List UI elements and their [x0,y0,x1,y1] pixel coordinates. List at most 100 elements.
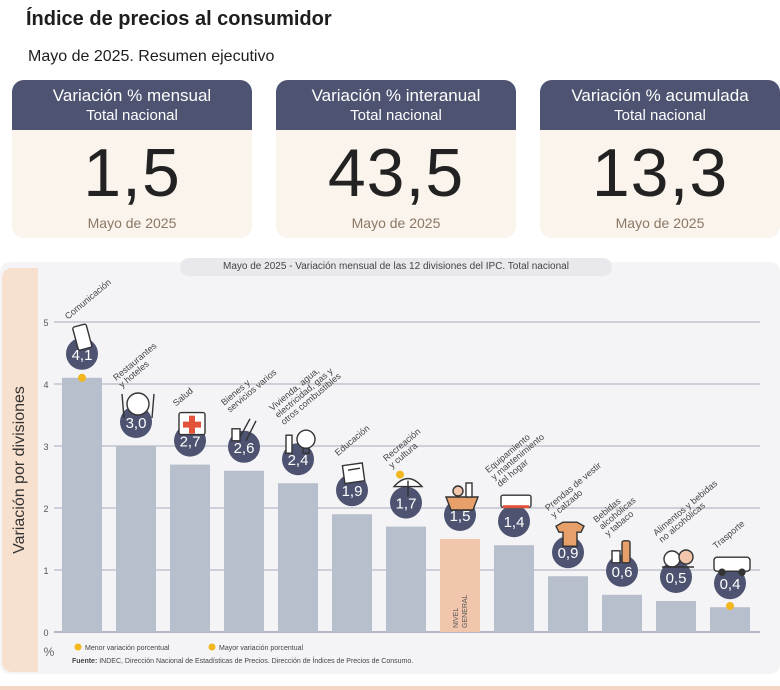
card-body: 13,3 Mayo de 2025 [540,130,780,238]
category-label: Bebidasalcohólicasy tabaco [591,488,643,538]
data-label: 0,5 [666,570,687,587]
card-header: Variación % interanual Total nacional [276,80,516,130]
lightbulb-icon-part [302,447,310,454]
category-label: Trasporte [711,519,747,551]
category-label: Comunicación [63,277,113,321]
clothes-icon [552,521,585,569]
bus-icon [713,556,751,600]
value-badge [660,561,692,593]
y-unit-label: % [44,645,55,659]
card-title: Variación % interanual [311,86,481,105]
y-tick-label: 2 [43,504,48,514]
y-tick-label: 1 [43,566,48,576]
card-period: Mayo de 2025 [351,215,441,231]
data-label: 2,4 [288,452,309,469]
category-label-line: Trasporte [711,519,747,551]
y-tick-label: 5 [43,318,48,328]
card-yearly: Variación % interanual Total nacional 43… [276,80,516,238]
category-label: Equipamientoy mantenimientodel hogar [483,425,552,489]
legend-max-label: Mayor variación porcentual [219,645,303,652]
groceries-icon-part [678,549,694,565]
card-period: Mayo de 2025 [615,215,705,231]
bar [656,601,696,632]
chart-side-band [2,268,38,672]
dining-icon [120,392,155,438]
bottles-icon-part [621,540,631,564]
data-label: 4,1 [72,347,93,364]
bar [440,539,480,632]
clothes-icon-part [555,521,585,547]
min-marker [726,602,734,610]
bar [170,464,210,632]
data-label: 3,0 [126,415,147,432]
legend-min-dot [74,643,82,651]
appliance-part [503,505,529,509]
data-label: 0,9 [558,545,579,562]
basket-icon [444,482,480,531]
card-value: 1,5 [83,135,181,211]
data-label: 2,7 [180,434,201,451]
phone-icon [66,323,98,370]
source-label: Fuente: [72,658,99,665]
bar [494,545,534,632]
page-title: Índice de precios al consumidor [26,8,332,30]
bus-icon-part [718,568,726,576]
basket-icon-part [452,485,464,497]
data-label: 2,6 [234,440,255,457]
general-level-line: GENERAL [462,594,469,628]
bar [710,607,750,632]
max-marker [78,373,86,382]
bottles-icon [606,540,638,587]
card-value: 43,5 [327,135,465,211]
dining-icon-part [126,392,150,416]
beach-icon [390,470,424,519]
tools-icon [228,418,260,463]
data-label: 0,6 [612,564,633,581]
dining-icon-part [121,393,125,419]
health-cross-icon [174,411,206,457]
books-icon-part [341,462,366,485]
data-label: 1,5 [450,508,471,525]
source-note: Fuente: INDEC, Dirección Nacional de Est… [72,656,413,665]
card-scope: Total nacional [614,107,706,124]
bar [386,526,426,632]
card-body: 1,5 Mayo de 2025 [12,130,252,238]
data-label: 0,4 [720,576,741,593]
category-label: Recreacióny cultura [381,426,428,470]
category-label: Alimentos y bebidasno alcohólicas [651,478,725,545]
card-header: Variación % mensual Total nacional [12,80,252,130]
bar [62,377,102,632]
general-level-line: NIVEL [453,608,460,628]
basket-icon-part [465,482,473,498]
value-badge [498,505,530,538]
card-header: Variación % acumulada Total nacional [540,80,780,130]
bus-icon-part [713,556,751,572]
y-tick-label: 0 [43,628,48,638]
data-label: 1,7 [396,496,417,513]
bus-icon-part [738,568,746,576]
data-label: 1,4 [504,514,525,531]
category-label-line: Comunicación [63,277,113,321]
groceries-icon-part [663,550,681,568]
health-cross-part [183,415,201,434]
category-label: Educación [333,423,372,458]
category-label-line: Educación [333,423,372,458]
category-label: Vivienda, agua,electricidad, gas yotros … [267,357,343,427]
card-title: Variación % mensual [52,86,212,105]
bar [116,446,156,632]
y-tick-label: 3 [43,442,48,452]
phone-icon-part [72,323,93,351]
bar [332,514,372,632]
y-tick-label: 4 [43,380,48,390]
sun-part [396,470,404,479]
card-value: 13,3 [591,135,729,211]
books-icon-part [347,467,361,471]
card-scope: Total nacional [86,107,178,124]
card-body: 43,5 Mayo de 2025 [276,130,516,238]
card-title: Variación % acumulada [571,86,749,105]
dining-icon-part [151,393,155,419]
lightbulb-icon-part [285,434,293,454]
bar [224,470,264,632]
bar [278,483,318,632]
bar [602,594,642,632]
